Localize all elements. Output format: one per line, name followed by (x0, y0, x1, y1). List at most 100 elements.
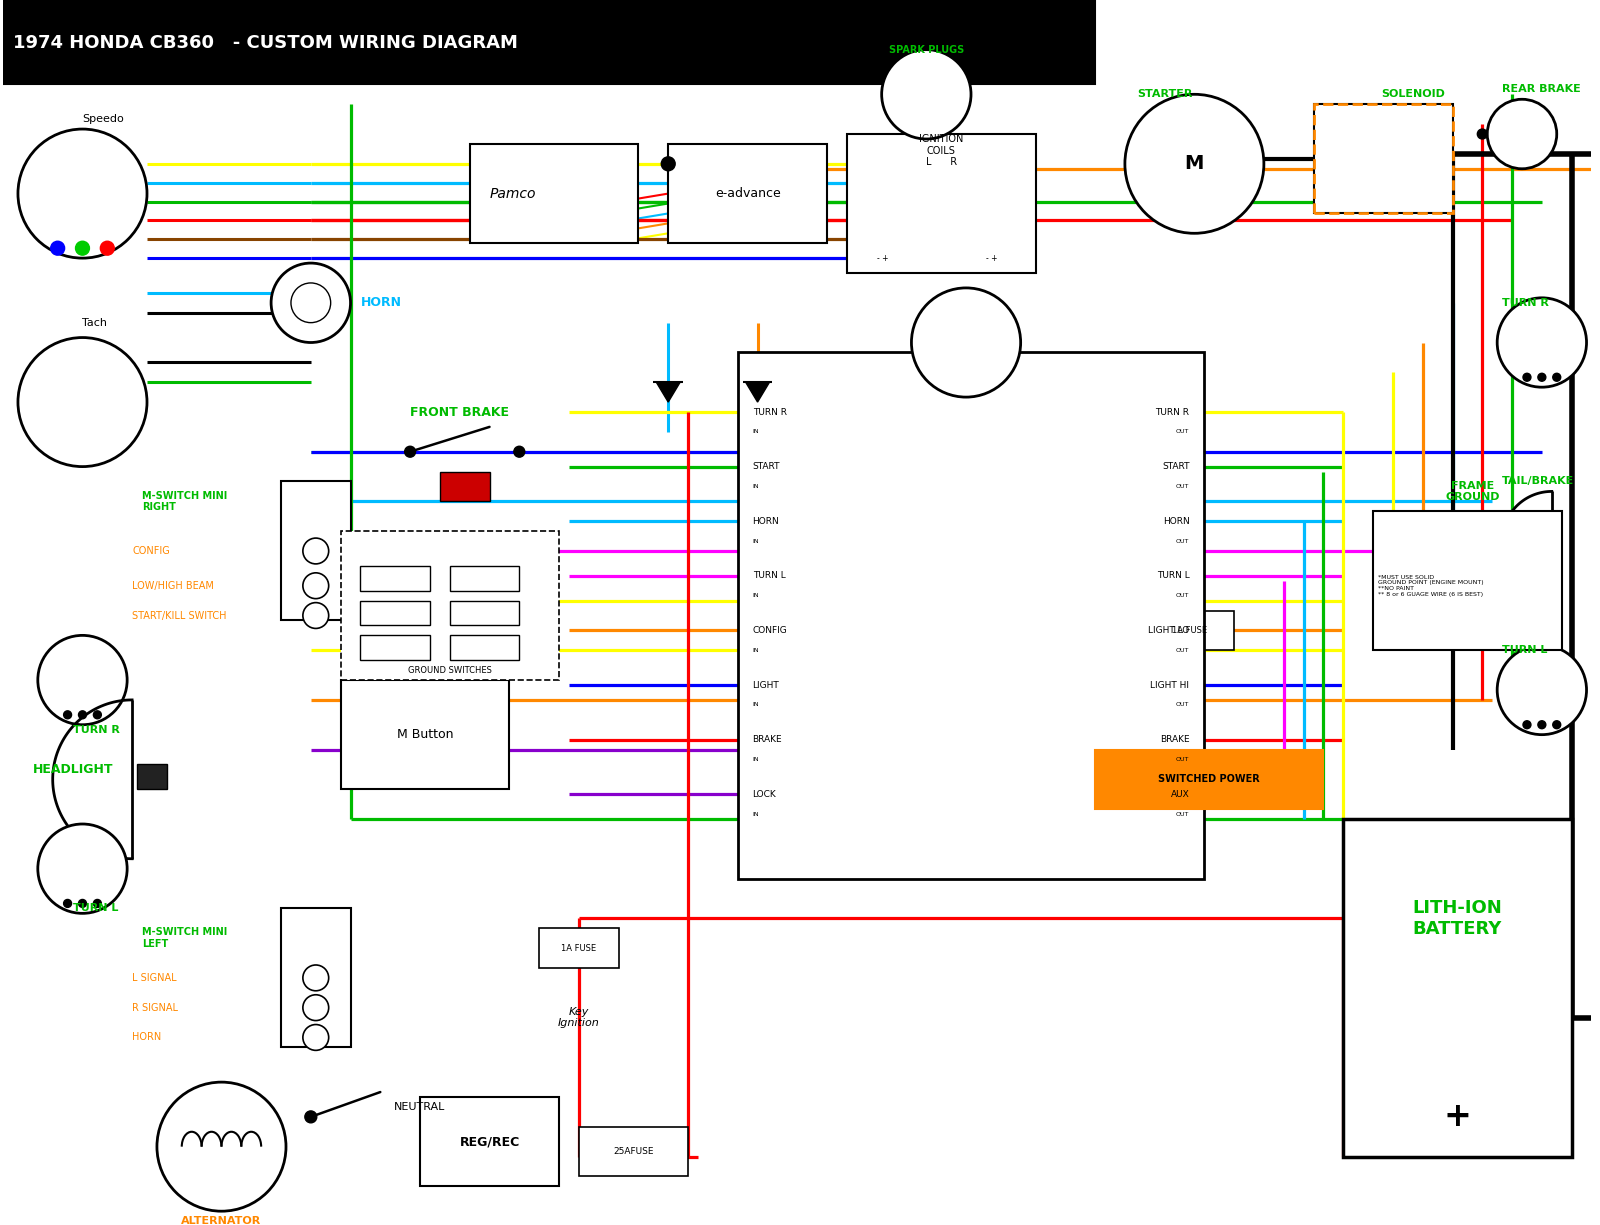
Circle shape (38, 824, 126, 914)
Circle shape (302, 995, 328, 1020)
Text: 25AFUSE: 25AFUSE (613, 1147, 654, 1156)
Circle shape (405, 446, 416, 457)
Text: REG/REC: REG/REC (459, 1136, 520, 1148)
FancyBboxPatch shape (738, 353, 1205, 878)
Circle shape (1477, 129, 1488, 138)
Text: OUT: OUT (1176, 539, 1189, 544)
Text: OUT: OUT (1176, 757, 1189, 762)
FancyBboxPatch shape (450, 566, 520, 590)
Circle shape (270, 263, 350, 343)
FancyBboxPatch shape (1144, 610, 1234, 650)
Circle shape (882, 50, 971, 138)
Text: TURN L: TURN L (752, 571, 786, 581)
Text: TURN L: TURN L (72, 903, 118, 914)
Text: IN: IN (752, 429, 760, 435)
Text: START/KILL SWITCH: START/KILL SWITCH (133, 610, 227, 621)
Circle shape (93, 899, 101, 908)
Text: OUT: OUT (1176, 812, 1189, 817)
Circle shape (1498, 646, 1587, 735)
Text: 1974 HONDA CB360   - CUSTOM WIRING DIAGRAM: 1974 HONDA CB360 - CUSTOM WIRING DIAGRAM (13, 34, 518, 51)
Text: AUX: AUX (1171, 790, 1189, 799)
Text: FRONT BRAKE: FRONT BRAKE (410, 405, 509, 419)
Circle shape (1125, 94, 1264, 233)
Circle shape (157, 1082, 286, 1212)
Text: 1A FUSE: 1A FUSE (1171, 626, 1206, 635)
Circle shape (93, 710, 101, 719)
Circle shape (64, 899, 72, 908)
Text: OUT: OUT (1176, 429, 1189, 435)
FancyBboxPatch shape (539, 929, 619, 968)
Text: Speedo: Speedo (83, 114, 125, 124)
Text: L SIGNAL: L SIGNAL (133, 973, 176, 982)
Text: TURN R: TURN R (1502, 298, 1549, 307)
Text: BRAKE: BRAKE (1160, 735, 1189, 744)
Circle shape (78, 899, 86, 908)
Text: IGNITION
COILS
L      R: IGNITION COILS L R (918, 134, 963, 168)
Circle shape (101, 241, 114, 255)
Circle shape (1538, 374, 1546, 381)
Text: OUT: OUT (1176, 648, 1189, 653)
Circle shape (1552, 720, 1560, 729)
FancyBboxPatch shape (1094, 750, 1323, 808)
Text: TURN L: TURN L (1157, 571, 1189, 581)
Circle shape (514, 446, 525, 457)
Circle shape (1552, 374, 1560, 381)
Text: LIGHT LO: LIGHT LO (1149, 626, 1189, 635)
Text: Tach: Tach (83, 317, 107, 327)
Text: ALTERNATOR: ALTERNATOR (181, 1216, 261, 1225)
FancyBboxPatch shape (341, 680, 509, 789)
Text: LOCK: LOCK (752, 790, 776, 799)
Text: IN: IN (752, 757, 760, 762)
Text: START: START (1162, 462, 1189, 472)
FancyBboxPatch shape (282, 481, 350, 621)
FancyBboxPatch shape (1344, 820, 1571, 1156)
Text: IN: IN (752, 812, 760, 817)
Text: OUT: OUT (1176, 593, 1189, 598)
Circle shape (302, 573, 328, 599)
Text: TURN R: TURN R (752, 408, 787, 416)
FancyBboxPatch shape (360, 600, 430, 626)
Circle shape (64, 710, 72, 719)
Text: IN: IN (752, 539, 760, 544)
Text: CONFIG: CONFIG (752, 626, 787, 635)
Text: TURN L: TURN L (1502, 646, 1547, 655)
Text: HORN: HORN (133, 1033, 162, 1042)
FancyBboxPatch shape (450, 600, 520, 626)
Text: LIGHT: LIGHT (752, 681, 779, 690)
Text: IN: IN (752, 593, 760, 598)
Circle shape (291, 283, 331, 322)
Circle shape (306, 1111, 317, 1123)
Text: HORN: HORN (360, 296, 402, 309)
Circle shape (302, 1024, 328, 1050)
Text: TAIL/BRAKE: TAIL/BRAKE (1502, 477, 1574, 486)
Text: M Button: M Button (397, 728, 453, 741)
FancyBboxPatch shape (282, 909, 350, 1047)
Circle shape (1523, 374, 1531, 381)
Text: M-SWITCH MINI
LEFT: M-SWITCH MINI LEFT (142, 927, 227, 949)
Text: IN: IN (752, 484, 760, 489)
Text: OUT: OUT (1176, 702, 1189, 707)
FancyBboxPatch shape (138, 764, 166, 789)
Text: LIGHT HI: LIGHT HI (1150, 681, 1189, 690)
FancyBboxPatch shape (450, 636, 520, 660)
FancyBboxPatch shape (579, 1127, 688, 1176)
Circle shape (1498, 298, 1587, 387)
Text: TURN R: TURN R (72, 725, 120, 735)
Text: IN: IN (752, 648, 760, 653)
Text: HORN: HORN (1163, 517, 1189, 526)
Circle shape (18, 338, 147, 467)
Text: START: START (752, 462, 781, 472)
Text: *MUST USE SOLID
GROUND POINT (ENGINE MOUNT)
**NO PAINT
** 8 or 6 GUAGE WIRE (6 I: *MUST USE SOLID GROUND POINT (ENGINE MOU… (1378, 575, 1483, 597)
Polygon shape (746, 382, 770, 402)
Text: M: M (1184, 154, 1205, 173)
Circle shape (51, 241, 64, 255)
FancyBboxPatch shape (440, 472, 490, 501)
FancyBboxPatch shape (360, 636, 430, 660)
Circle shape (38, 636, 126, 725)
FancyBboxPatch shape (1373, 511, 1562, 650)
Text: - +: - + (877, 254, 888, 262)
Text: HORN: HORN (752, 517, 779, 526)
Text: LOW/HIGH BEAM: LOW/HIGH BEAM (133, 581, 214, 590)
Text: GROUND SWITCHES: GROUND SWITCHES (408, 666, 491, 675)
Circle shape (302, 538, 328, 564)
